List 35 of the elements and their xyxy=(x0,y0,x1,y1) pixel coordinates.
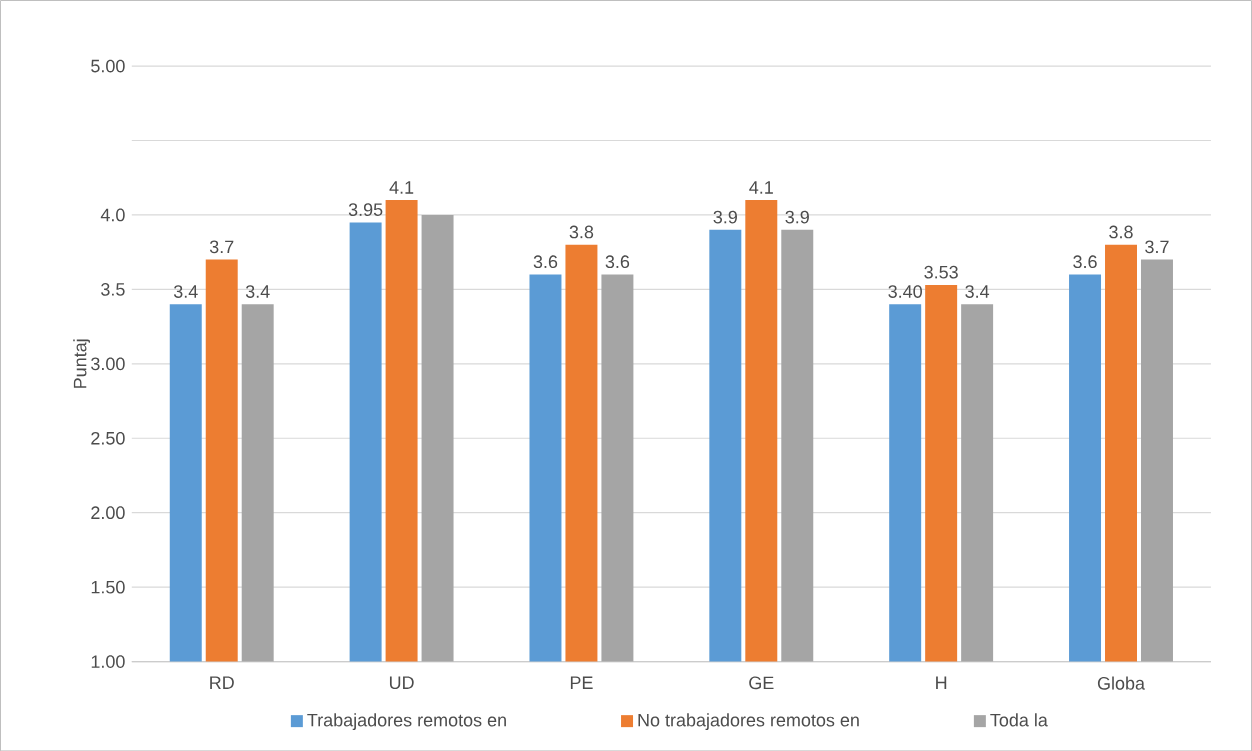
x-tick-label: PE xyxy=(570,676,593,689)
x-tick-label: RD xyxy=(210,676,234,689)
data-label: 3.7 xyxy=(1145,240,1169,254)
legend-label: No trabajadores remotos en xyxy=(638,713,859,730)
data-label: 3.4 xyxy=(965,284,990,298)
y-tick-label: 3.5 xyxy=(101,282,125,296)
data-label: 3.6 xyxy=(533,255,558,268)
legend-label: Trabajadores remotos en xyxy=(307,713,506,730)
data-label: 4.1 xyxy=(389,181,414,194)
data-label: 3.6 xyxy=(1073,255,1097,268)
y-tick-label: 1.50 xyxy=(91,580,125,594)
data-label: 3.40 xyxy=(888,284,922,298)
x-tick-label: H xyxy=(936,676,947,689)
y-tick-label: 2.00 xyxy=(91,506,125,519)
data-label: 3.4 xyxy=(245,284,270,298)
y-tick-label: 5.00 xyxy=(91,59,125,73)
data-label: 3.6 xyxy=(605,255,630,268)
y-tick-label: 1.00 xyxy=(91,655,125,668)
data-label: 3.9 xyxy=(713,210,737,224)
y-tick-label: 4.0 xyxy=(100,208,125,222)
data-label: 3.8 xyxy=(1109,225,1133,239)
data-label: 3.9 xyxy=(785,210,809,224)
data-label: 3.53 xyxy=(924,265,958,279)
y-tick-label: 2.50 xyxy=(91,431,125,445)
data-label: 3.95 xyxy=(348,203,383,216)
data-label: 3.8 xyxy=(569,225,594,239)
data-label: 3.4 xyxy=(173,284,198,298)
legend-label: Toda la xyxy=(990,713,1048,727)
x-tick-label: Globa xyxy=(1097,676,1145,690)
x-tick-label: GE xyxy=(749,676,774,690)
y-axis-title: Puntaj xyxy=(73,339,90,388)
data-label: 3.7 xyxy=(209,240,234,254)
y-tick-label: 3.00 xyxy=(91,357,125,370)
data-label: 4.1 xyxy=(749,181,773,194)
x-tick-label: UD xyxy=(389,676,414,689)
